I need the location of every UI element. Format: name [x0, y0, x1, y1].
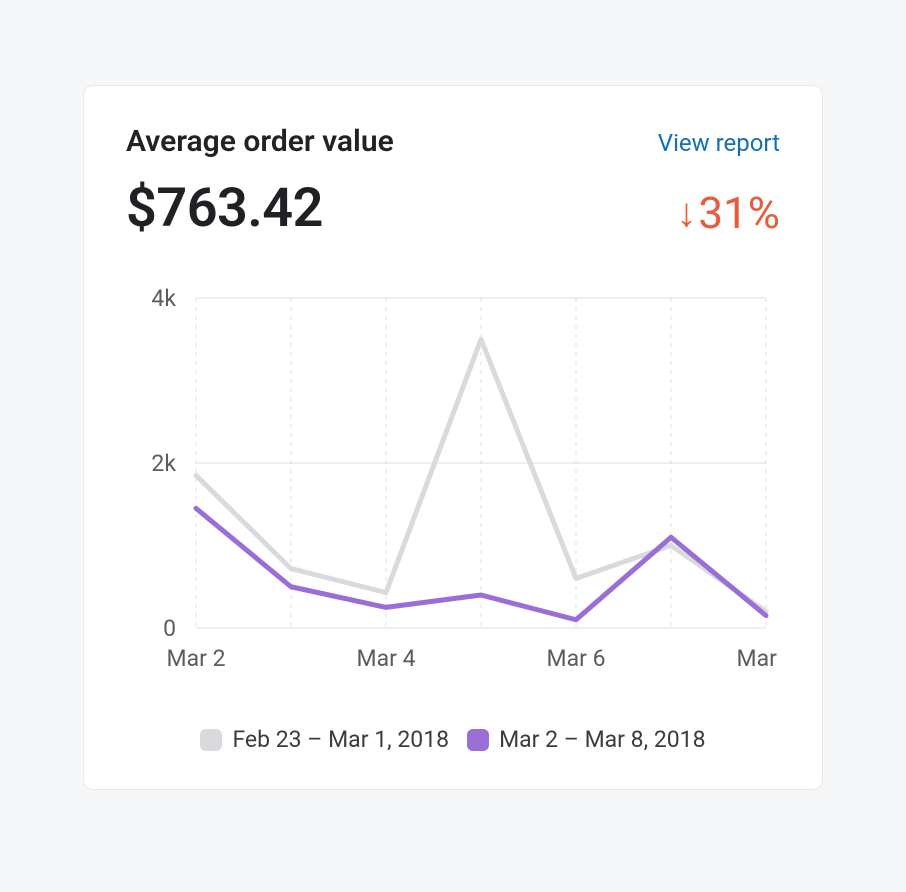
- svg-text:Mar 4: Mar 4: [356, 645, 415, 672]
- metric-value: $763.42: [126, 177, 323, 240]
- svg-text:Mar 2: Mar 2: [166, 645, 225, 672]
- legend-swatch-previous: [200, 729, 222, 751]
- chart-legend: Feb 23 – Mar 1, 2018 Mar 2 – Mar 8, 2018: [126, 726, 780, 753]
- view-report-link[interactable]: View report: [658, 129, 780, 157]
- legend-label-current: Mar 2 – Mar 8, 2018: [499, 726, 705, 753]
- card-header: Average order value View report: [126, 124, 780, 159]
- legend-item-previous: Feb 23 – Mar 1, 2018: [200, 726, 449, 753]
- chart-area: 0 2k 4k Mar 2 Mar 4 Mar 6 Mar 8: [126, 288, 780, 698]
- arrow-down-icon: ↓: [676, 189, 696, 236]
- svg-text:Mar 6: Mar 6: [546, 645, 605, 672]
- legend-swatch-current: [467, 729, 489, 751]
- delta-percent: 31%: [698, 187, 780, 239]
- svg-text:0: 0: [163, 615, 176, 642]
- delta-value: ↓31%: [676, 187, 780, 239]
- legend-label-previous: Feb 23 – Mar 1, 2018: [232, 726, 449, 753]
- svg-text:Mar 8: Mar 8: [736, 645, 782, 672]
- legend-item-current: Mar 2 – Mar 8, 2018: [467, 726, 705, 753]
- metric-card: Average order value View report $763.42 …: [83, 85, 823, 790]
- card-title: Average order value: [126, 124, 394, 159]
- line-chart: 0 2k 4k Mar 2 Mar 4 Mar 6 Mar 8: [126, 288, 782, 698]
- svg-text:4k: 4k: [151, 288, 176, 312]
- svg-text:2k: 2k: [151, 450, 176, 477]
- metrics-row: $763.42 ↓31%: [126, 177, 780, 240]
